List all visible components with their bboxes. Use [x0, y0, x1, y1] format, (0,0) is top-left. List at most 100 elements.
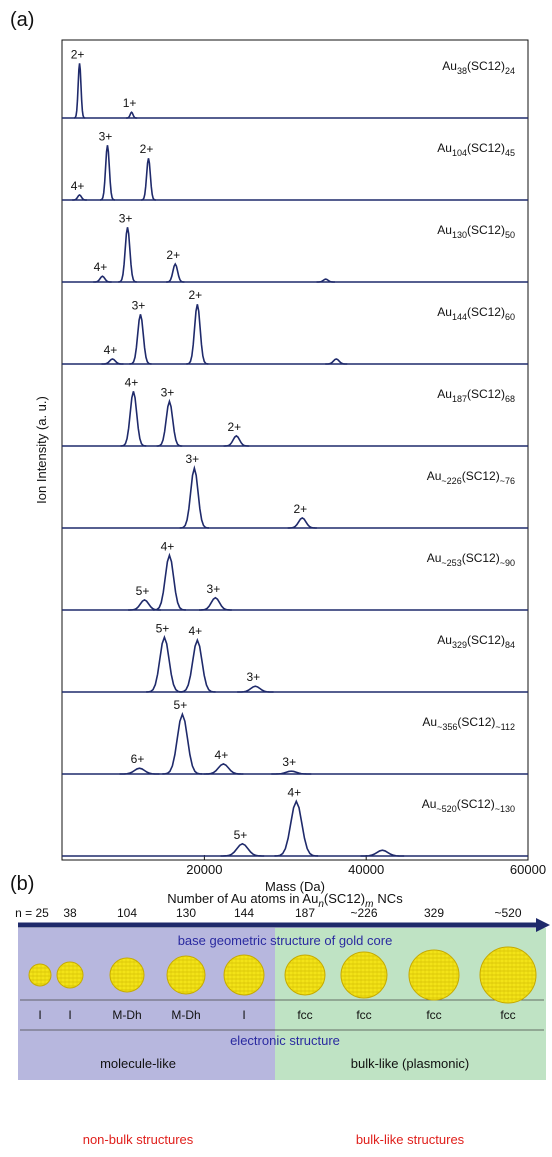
peak	[220, 842, 265, 857]
label-text: (SC12)	[467, 223, 505, 237]
label-subscript: 144	[452, 312, 467, 322]
peak	[72, 194, 87, 201]
label-text: (SC12)	[467, 387, 505, 401]
structure-label: I	[38, 1008, 41, 1022]
label-subscript: ~130	[495, 804, 515, 814]
peak	[125, 111, 138, 119]
label-text: Au	[422, 715, 437, 729]
peak	[119, 767, 160, 775]
peak	[120, 391, 147, 447]
peak	[186, 304, 209, 365]
peak	[274, 799, 319, 857]
diagram-title: Number of Au atoms in Aun(SC12)m NCs	[167, 891, 403, 910]
charge-label: 4+	[104, 343, 118, 357]
label-subscript: 84	[505, 640, 515, 650]
label-subscript: 24	[505, 66, 515, 76]
label-subscript: 60	[505, 312, 515, 322]
label-text: (SC12)	[457, 715, 495, 729]
peak	[141, 158, 156, 201]
atom-count: ~520	[494, 906, 521, 920]
peak	[153, 552, 186, 611]
charge-label: 5+	[136, 584, 150, 598]
label-text: (SC12)	[457, 797, 495, 811]
structure-label: M-Dh	[112, 1008, 141, 1022]
panel-label: (a)	[10, 9, 34, 31]
label-subscript: ~356	[437, 722, 457, 732]
series-label: Au104(SC12)45	[437, 141, 515, 158]
charge-label: 3+	[207, 582, 221, 596]
label-text: Au	[422, 797, 437, 811]
atom-count: 38	[63, 906, 77, 920]
label-subscript: 104	[452, 148, 467, 158]
label-text: Au	[437, 633, 452, 647]
atom-count: 130	[176, 906, 196, 920]
series-label: Au38(SC12)24	[442, 59, 515, 76]
charge-label: 5+	[174, 698, 188, 712]
peak	[287, 516, 317, 529]
charge-label: 2+	[189, 288, 203, 302]
atom-count: 329	[424, 906, 444, 920]
structure-label: fcc	[500, 1008, 515, 1022]
label-text: (SC12)	[467, 305, 505, 319]
peak	[198, 596, 232, 611]
peak	[93, 275, 112, 283]
label-subscript: ~253	[441, 558, 461, 568]
label-subscript: 329	[452, 640, 467, 650]
title-text: NCs	[377, 891, 403, 906]
y-axis-label: Ion Intensity (a. u.)	[34, 396, 49, 504]
label-subscript: 68	[505, 394, 515, 404]
label-text: Au	[437, 387, 452, 401]
label-subscript: 187	[452, 394, 467, 404]
peak	[316, 278, 335, 283]
label-subscript: ~90	[500, 558, 515, 568]
series-label: Au187(SC12)68	[437, 387, 515, 404]
x-axis-label: Mass (Da)	[265, 879, 325, 894]
charge-label: 3+	[161, 385, 175, 399]
atom-count: 104	[117, 906, 137, 920]
charge-label: 5+	[156, 621, 170, 635]
label-text: Au	[437, 223, 452, 237]
plot-frame	[61, 39, 529, 861]
charge-label: 4+	[215, 748, 229, 762]
label-text: Au	[427, 469, 442, 483]
peak	[101, 358, 124, 365]
label-text: Au	[437, 305, 452, 319]
charge-label: 4+	[125, 375, 139, 389]
x-tick-label: 40000	[348, 862, 384, 877]
title-subscript: m	[365, 899, 373, 910]
charge-label: 3+	[119, 211, 133, 225]
label-subscript: ~112	[495, 722, 515, 732]
peak	[237, 685, 274, 693]
electronic-header: electronic structure	[230, 1033, 340, 1048]
title-text: Number of Au atoms in Au	[167, 891, 318, 906]
label-text: Au	[437, 141, 452, 155]
charge-label: 2+	[293, 502, 307, 516]
cluster-icon	[56, 961, 84, 989]
peak	[99, 145, 115, 201]
bulk-label: bulk-like (plasmonic)	[351, 1056, 469, 1071]
series-label: Au130(SC12)50	[437, 223, 515, 240]
label-subscript: ~520	[436, 804, 456, 814]
atom-count: 144	[234, 906, 254, 920]
peak	[271, 770, 312, 775]
charge-label: 4+	[71, 179, 85, 193]
structure-label: fcc	[297, 1008, 312, 1022]
series-label: Au~226(SC12)~76	[427, 469, 515, 486]
atom-count: 187	[295, 906, 315, 920]
label-text: (SC12)	[462, 551, 500, 565]
label-text: (SC12)	[467, 633, 505, 647]
peak	[360, 849, 405, 857]
series-label: Au~253(SC12)~90	[427, 551, 515, 568]
peak	[129, 314, 152, 365]
cluster-icon	[166, 955, 206, 995]
peak	[118, 227, 137, 283]
cluster-icon	[109, 957, 145, 993]
label-subscript: 38	[457, 66, 467, 76]
peak	[166, 262, 185, 283]
label-text: Au	[427, 551, 442, 565]
charge-label: 3+	[186, 452, 200, 466]
charge-label: 3+	[282, 755, 296, 769]
charge-label: 2+	[228, 420, 242, 434]
charge-label: 4+	[287, 785, 301, 799]
